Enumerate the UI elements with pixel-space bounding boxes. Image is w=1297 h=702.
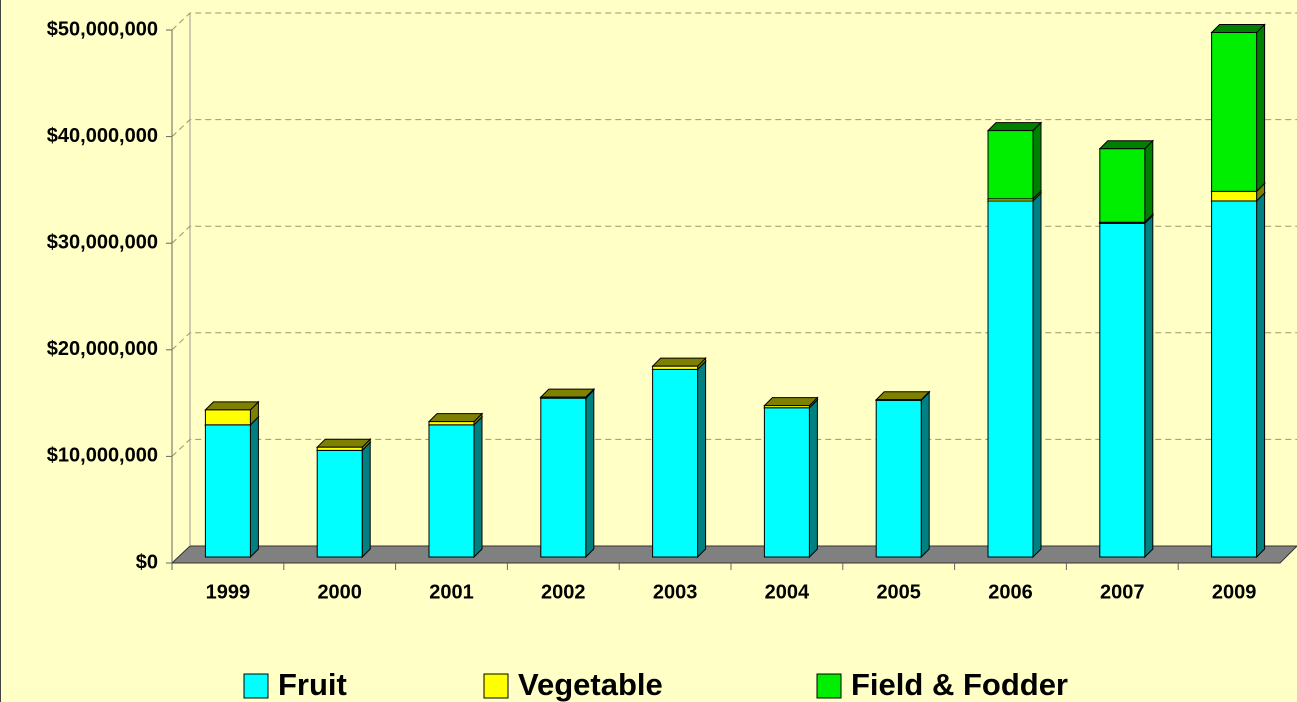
bar-side (1032, 191, 1042, 559)
grid-line (171, 225, 1297, 244)
x-tick-label: 2007 (1100, 581, 1145, 603)
bar (652, 365, 699, 370)
bar (1211, 32, 1258, 192)
y-tick-label: $20,000,000 (47, 338, 158, 360)
x-tick-label: 2006 (988, 581, 1033, 603)
bar (763, 407, 810, 558)
bar (875, 399, 922, 558)
x-tick-label: 1999 (206, 581, 251, 603)
bar-side (1144, 139, 1154, 224)
bar (540, 397, 587, 558)
bar (763, 405, 810, 409)
y-tick-label: $40,000,000 (47, 125, 158, 147)
bar (987, 200, 1034, 558)
legend-swatch (243, 673, 269, 699)
bar (875, 399, 922, 401)
bar (316, 446, 363, 451)
bar-side (473, 415, 483, 559)
bar (987, 130, 1034, 200)
grid-line (171, 119, 1297, 137)
bar (1211, 200, 1258, 558)
bar-top (874, 391, 931, 401)
x-tick-label: 2009 (1212, 581, 1257, 603)
y-tick-label: $10,000,000 (47, 445, 158, 467)
bar-top (651, 357, 707, 367)
legend-label: Vegetable (518, 667, 663, 702)
legend-swatch (483, 673, 509, 699)
bar-side (1032, 121, 1042, 201)
x-tick-label: 2005 (876, 581, 921, 603)
x-tick-label: 2000 (317, 581, 362, 603)
bar-side (697, 360, 707, 559)
bar (1099, 148, 1146, 223)
bar-side (585, 388, 595, 559)
y-tick-label: $50,000,000 (47, 18, 158, 40)
grid-line (171, 332, 1297, 351)
bar-side (808, 398, 818, 559)
bar-top (763, 397, 819, 407)
x-tick-label: 2003 (653, 581, 698, 603)
bar (204, 409, 251, 426)
bar-side (920, 391, 930, 559)
bar-top (427, 413, 484, 423)
legend-label: Fruit (278, 667, 347, 702)
bar (1211, 190, 1258, 202)
bar-side (1144, 214, 1154, 559)
bar-side (249, 415, 259, 559)
bar (1099, 222, 1146, 558)
bar-top (986, 122, 1043, 132)
bar (428, 424, 475, 558)
bar-top (315, 438, 372, 448)
grid-line (171, 12, 1297, 31)
y-tick-label: $30,000,000 (47, 231, 158, 253)
bar (428, 421, 475, 426)
x-tick-label: 2004 (765, 581, 810, 603)
bar (540, 396, 587, 399)
bar (204, 424, 251, 558)
bar-side (361, 441, 371, 559)
bar-top (1098, 140, 1155, 150)
legend-swatch (816, 673, 842, 699)
bar-top (204, 401, 260, 411)
bar (652, 368, 699, 558)
x-tick-label: 2002 (541, 581, 586, 603)
bar-top (539, 388, 596, 398)
bar (316, 449, 363, 558)
legend-label: Field & Fodder (851, 667, 1068, 702)
bar-top (1210, 24, 1266, 34)
bar-side (1256, 23, 1266, 193)
bar-side (1256, 191, 1266, 559)
x-tick-label: 2001 (429, 581, 474, 603)
y-tick-label: $0 (136, 551, 158, 573)
